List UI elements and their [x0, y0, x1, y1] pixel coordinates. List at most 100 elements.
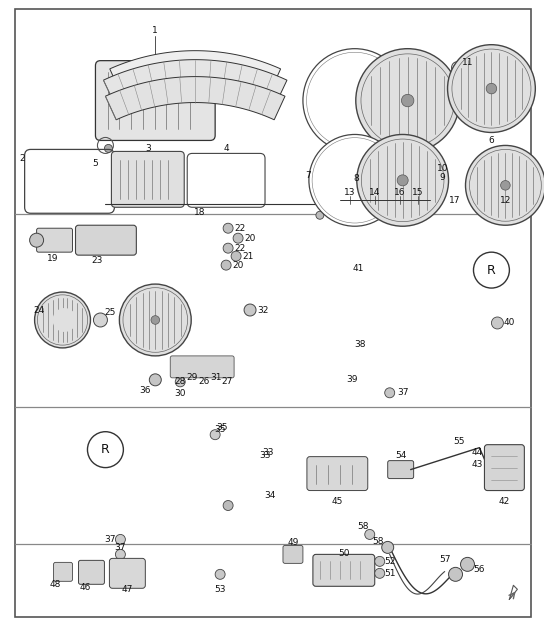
- FancyBboxPatch shape: [111, 151, 184, 207]
- Circle shape: [175, 365, 185, 375]
- Text: 12: 12: [500, 196, 511, 205]
- Circle shape: [35, 292, 90, 348]
- FancyBboxPatch shape: [37, 228, 72, 252]
- Circle shape: [382, 541, 393, 553]
- Polygon shape: [110, 51, 281, 87]
- FancyBboxPatch shape: [387, 460, 414, 479]
- Text: 25: 25: [105, 308, 116, 317]
- Text: 50: 50: [338, 549, 349, 558]
- Circle shape: [402, 94, 414, 107]
- Text: 49: 49: [287, 538, 299, 547]
- Text: 36: 36: [140, 386, 151, 395]
- Text: 18: 18: [195, 208, 206, 217]
- Text: 28: 28: [174, 377, 186, 386]
- Text: 34: 34: [264, 491, 276, 500]
- Text: 51: 51: [384, 569, 396, 578]
- Circle shape: [316, 211, 324, 219]
- Circle shape: [461, 558, 475, 571]
- Text: 5: 5: [93, 159, 98, 168]
- Circle shape: [187, 361, 197, 371]
- Text: 20: 20: [244, 234, 256, 242]
- Text: 22: 22: [234, 224, 246, 233]
- Text: 26: 26: [198, 377, 210, 386]
- Text: 16: 16: [394, 188, 405, 197]
- Text: 13: 13: [344, 188, 355, 197]
- Text: 41: 41: [352, 264, 364, 273]
- Text: 4: 4: [223, 144, 229, 153]
- Polygon shape: [104, 60, 287, 104]
- Circle shape: [486, 84, 496, 94]
- Text: 33: 33: [259, 451, 271, 460]
- Text: 11: 11: [462, 58, 473, 67]
- Text: 52: 52: [384, 557, 395, 566]
- Circle shape: [116, 550, 125, 560]
- Circle shape: [356, 49, 459, 153]
- Text: 35: 35: [214, 425, 226, 434]
- Text: 24: 24: [33, 305, 44, 315]
- FancyBboxPatch shape: [283, 545, 303, 563]
- FancyBboxPatch shape: [76, 225, 136, 255]
- Text: 9: 9: [440, 173, 445, 182]
- Text: 20: 20: [232, 261, 244, 269]
- Circle shape: [233, 233, 243, 243]
- Polygon shape: [105, 77, 285, 120]
- FancyBboxPatch shape: [53, 562, 72, 582]
- Circle shape: [222, 365, 232, 375]
- Circle shape: [215, 570, 225, 579]
- Text: 40: 40: [504, 318, 515, 327]
- Circle shape: [303, 49, 407, 153]
- Circle shape: [88, 431, 123, 468]
- Text: 33: 33: [262, 448, 274, 457]
- FancyBboxPatch shape: [78, 560, 105, 584]
- Text: 48: 48: [50, 580, 61, 589]
- Circle shape: [447, 45, 535, 133]
- Circle shape: [231, 251, 241, 261]
- Circle shape: [223, 223, 233, 233]
- Circle shape: [244, 304, 256, 316]
- Text: 37: 37: [114, 543, 126, 552]
- Text: 1: 1: [153, 26, 158, 35]
- Text: 2: 2: [20, 154, 26, 163]
- Circle shape: [210, 430, 220, 440]
- Text: 39: 39: [346, 376, 358, 384]
- Text: 15: 15: [412, 188, 423, 197]
- Circle shape: [211, 361, 221, 371]
- Circle shape: [29, 233, 44, 247]
- Text: 22: 22: [234, 244, 246, 252]
- Text: 54: 54: [395, 451, 407, 460]
- Ellipse shape: [435, 175, 474, 197]
- FancyBboxPatch shape: [170, 356, 234, 378]
- Circle shape: [474, 252, 510, 288]
- Circle shape: [52, 308, 76, 332]
- Circle shape: [501, 180, 510, 190]
- Circle shape: [336, 211, 344, 219]
- FancyBboxPatch shape: [95, 61, 215, 141]
- FancyBboxPatch shape: [313, 555, 375, 587]
- Circle shape: [397, 175, 408, 186]
- Circle shape: [151, 316, 160, 324]
- Text: R: R: [101, 443, 110, 456]
- Text: 57: 57: [439, 555, 450, 564]
- Text: 27: 27: [221, 377, 233, 386]
- Text: 37: 37: [397, 388, 408, 398]
- Circle shape: [365, 529, 375, 539]
- Text: 56: 56: [474, 565, 485, 574]
- Text: 19: 19: [47, 254, 58, 263]
- Circle shape: [309, 134, 401, 226]
- Text: 29: 29: [186, 373, 198, 382]
- Text: 8: 8: [353, 174, 359, 183]
- Text: 14: 14: [369, 188, 380, 197]
- Text: 42: 42: [499, 497, 510, 506]
- Text: 31: 31: [210, 373, 222, 382]
- Text: 58: 58: [372, 537, 384, 546]
- Circle shape: [357, 134, 449, 226]
- Circle shape: [465, 146, 545, 225]
- Circle shape: [375, 568, 385, 578]
- Circle shape: [59, 317, 66, 323]
- Text: 35: 35: [216, 423, 228, 432]
- FancyBboxPatch shape: [110, 558, 146, 588]
- FancyBboxPatch shape: [307, 457, 368, 490]
- Text: 23: 23: [92, 256, 103, 264]
- Circle shape: [175, 377, 185, 387]
- Text: 32: 32: [257, 305, 269, 315]
